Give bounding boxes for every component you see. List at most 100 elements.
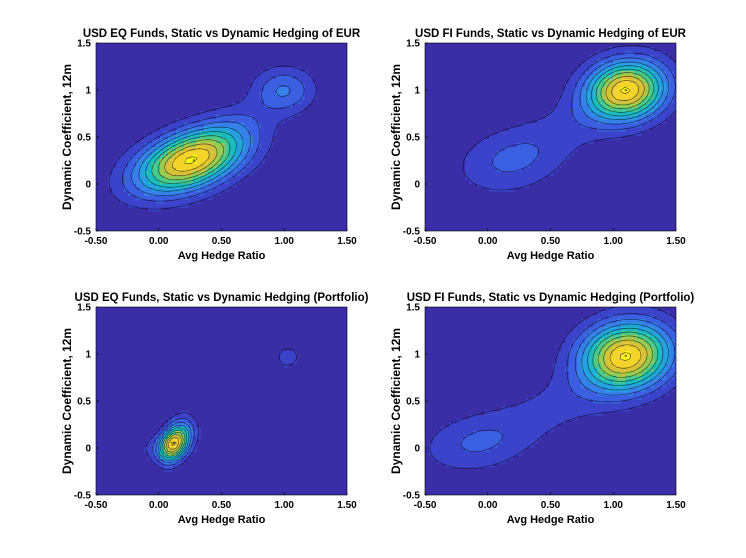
y-tick-label: 1 (85, 350, 91, 361)
contour-line-level-10 (620, 86, 630, 94)
contour-line-level-3 (575, 319, 675, 396)
contour-line-level-7 (157, 139, 225, 181)
y-tick-label: -0.5 (403, 227, 421, 238)
x-tick-label: 1.00 (275, 236, 295, 247)
y-tick-label: 1 (414, 350, 420, 361)
contour-line-level-8 (164, 143, 218, 177)
x-axis-label: Avg Hedge Ratio (507, 514, 595, 526)
contour-band-level-2 (152, 419, 197, 468)
contour-line-level-4 (157, 424, 190, 461)
contour-band-level-5 (144, 131, 237, 188)
chart-title: USD FI Funds, Static vs Dynamic Hedging … (415, 28, 687, 40)
contour-line-level-5 (145, 131, 237, 188)
contour-line-level-8 (603, 339, 648, 374)
contour-band-level-6 (152, 135, 229, 184)
contour-line-level-5 (160, 427, 188, 459)
contour-line-level-5 (591, 65, 659, 117)
contour-band-level-3 (156, 423, 193, 464)
contour-fill (465, 47, 676, 192)
peak-marker (624, 88, 627, 92)
y-tick-label: 0.5 (406, 397, 420, 408)
x-tick-label: 0.50 (212, 500, 232, 511)
x-axis-label: Avg Hedge Ratio (178, 514, 266, 526)
contour-line-level-10 (620, 352, 632, 361)
x-tick-label: -0.50 (85, 500, 108, 511)
contour-line-level-9 (172, 148, 210, 172)
contour-line-level-4 (581, 323, 669, 391)
contour-band-level-9 (613, 79, 638, 100)
y-tick-label: 1.5 (77, 303, 91, 314)
contour-line-level-1 (145, 348, 297, 470)
contour-line-level-6 (161, 429, 186, 457)
x-tick-label: 0.00 (149, 500, 169, 511)
y-tick-label: 1 (85, 86, 91, 97)
contour-line-level-1 (429, 307, 676, 469)
contour-lines (462, 45, 676, 191)
contour-line-level-7 (597, 335, 653, 378)
contour-band-level-3 (581, 59, 670, 124)
contour-band-level-4 (585, 63, 666, 120)
contour-band-level-3 (132, 87, 289, 196)
contour-band-level-7 (597, 335, 654, 380)
y-tick-label: 0 (85, 444, 91, 455)
contour-lines (145, 348, 297, 470)
contour-line-level-6 (592, 331, 659, 382)
x-tick-label: 0.50 (212, 236, 232, 247)
contour-line-level-2 (492, 52, 676, 173)
x-tick-label: 1.50 (666, 500, 686, 511)
contour-line-level-2 (122, 74, 305, 202)
peak-marker (624, 354, 627, 358)
contour-line-level-8 (605, 75, 645, 106)
x-tick-label: 0.00 (478, 236, 498, 247)
y-axis-label: Dynamic Coefficient, 12m (389, 328, 403, 474)
contour-line-level-1 (462, 45, 676, 191)
contour-band-level-6 (597, 71, 654, 112)
contour-band-level-1 (465, 47, 676, 192)
x-tick-label: 1.50 (337, 500, 357, 511)
contour-band-level-1 (429, 307, 676, 468)
x-tick-label: -0.50 (414, 236, 437, 247)
contour-line-level-3 (155, 421, 192, 463)
y-tick-label: 0 (414, 444, 420, 455)
contour-line-level-7 (600, 72, 650, 110)
contour-line-level-9 (167, 436, 180, 451)
contour-line-level-4 (585, 61, 664, 120)
contour-line-level-8 (165, 434, 182, 453)
x-axis-label: Avg Hedge Ratio (178, 250, 266, 262)
contour-band-level-2 (461, 315, 676, 452)
y-axis-label: Dynamic Coefficient, 12m (389, 64, 403, 210)
contour-line-level-6 (595, 68, 655, 113)
contour-line-level-3 (579, 57, 669, 125)
contour-line-level-5 (587, 327, 664, 386)
contour-line-level-3 (131, 85, 291, 196)
y-tick-label: 1.5 (406, 303, 420, 314)
contour-line-level-7 (163, 432, 184, 455)
y-tick-label: 1.5 (406, 39, 420, 50)
chart-title: USD FI Funds, Static vs Dynamic Hedging … (407, 292, 695, 304)
peak-marker (192, 159, 196, 162)
y-tick-label: 0.5 (77, 133, 91, 144)
y-tick-label: 0 (414, 180, 420, 191)
contour-band-level-8 (605, 75, 646, 104)
x-tick-label: -0.50 (85, 236, 108, 247)
x-tick-label: 0.50 (541, 500, 561, 511)
x-tick-label: -0.50 (414, 500, 437, 511)
contour-lines (108, 65, 317, 210)
peak-marker (172, 442, 175, 445)
y-tick-label: -0.5 (74, 491, 92, 502)
x-tick-label: 1.50 (337, 236, 357, 247)
contour-band-level-5 (593, 67, 658, 116)
y-tick-label: 0 (85, 180, 91, 191)
contour-lines (429, 307, 676, 469)
contour-line-level-4 (138, 126, 244, 192)
plot-area (96, 307, 347, 495)
x-tick-label: 0.00 (478, 500, 498, 511)
x-tick-label: 0.50 (541, 236, 561, 247)
contour-band-level-8 (605, 339, 650, 376)
y-axis-label: Dynamic Coefficient, 12m (60, 328, 74, 474)
